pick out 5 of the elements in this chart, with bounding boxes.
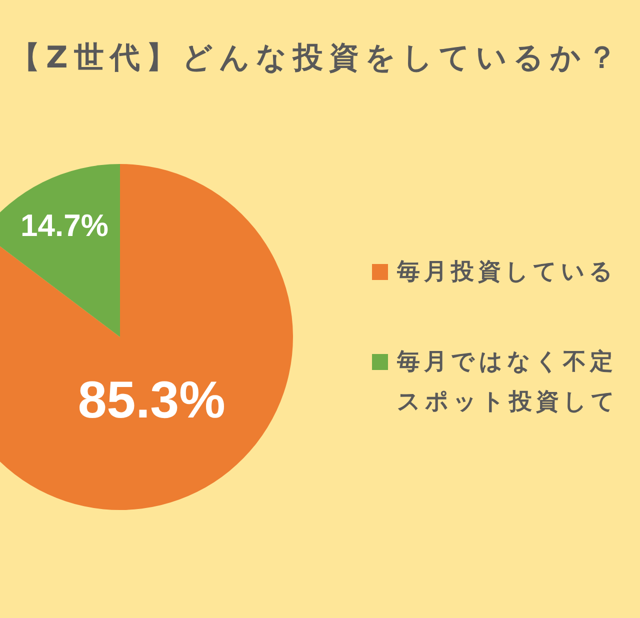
legend-label: 毎月ではなく不定スポット投資して (396, 348, 619, 415)
data-label: 14.7% (20, 208, 108, 243)
data-label: 85.3% (78, 372, 226, 430)
legend-label: 毎月投資している (396, 259, 617, 285)
chart-title: 【Z世代】どんな投資をしているか？ (10, 40, 623, 76)
